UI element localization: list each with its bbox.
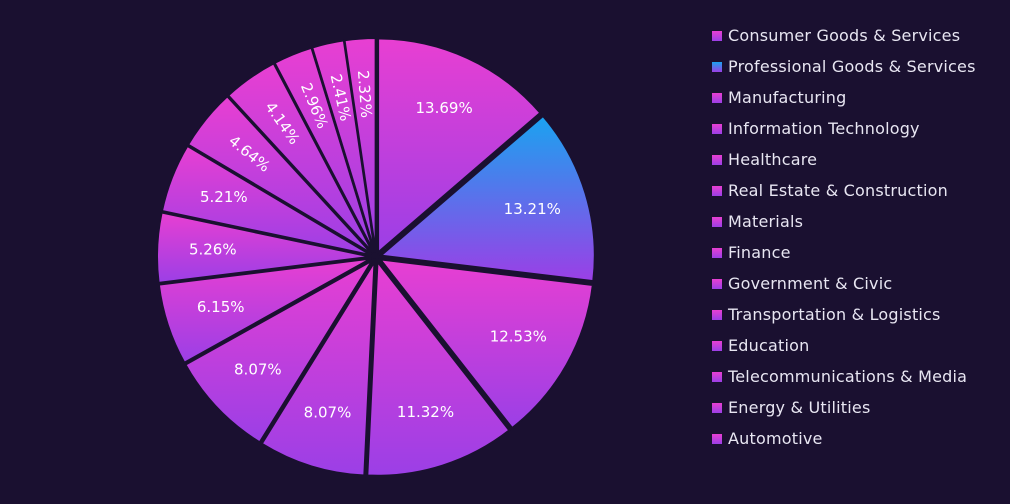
pie-slice[interactable] bbox=[260, 257, 376, 477]
slice-value-label: 12.53% bbox=[490, 328, 547, 346]
legend-swatch bbox=[712, 154, 722, 165]
legend-swatch bbox=[712, 340, 722, 351]
legend-item[interactable]: Automotive bbox=[712, 423, 1002, 454]
slice-value-label: 5.21% bbox=[200, 188, 248, 206]
legend-swatch bbox=[712, 433, 722, 444]
legend-label: Energy & Utilities bbox=[728, 398, 871, 417]
legend-swatch bbox=[712, 402, 722, 413]
legend-item[interactable]: Telecommunications & Media bbox=[712, 361, 1002, 392]
legend-swatch bbox=[712, 371, 722, 382]
slice-value-label: 8.07% bbox=[304, 403, 352, 421]
legend-label: Government & Civic bbox=[728, 274, 893, 293]
slice-value-label: 2.32% bbox=[354, 70, 375, 119]
legend-item[interactable]: Finance bbox=[712, 237, 1002, 268]
legend-item[interactable]: Manufacturing bbox=[712, 82, 1002, 113]
pie-slice[interactable] bbox=[157, 257, 372, 365]
pie-slice[interactable] bbox=[160, 144, 372, 257]
legend-label: Professional Goods & Services bbox=[728, 57, 976, 76]
pie-slice[interactable] bbox=[156, 211, 372, 284]
legend-item[interactable]: Professional Goods & Services bbox=[712, 51, 1002, 82]
legend-swatch bbox=[712, 278, 722, 289]
slice-value-label: 13.21% bbox=[504, 200, 561, 218]
legend-label: Healthcare bbox=[728, 150, 818, 169]
legend-item[interactable]: Information Technology bbox=[712, 113, 1002, 144]
legend-item[interactable]: Consumer Goods & Services bbox=[712, 20, 1002, 51]
pie-slice[interactable] bbox=[343, 37, 377, 253]
legend-swatch bbox=[712, 216, 722, 227]
pie-slice[interactable] bbox=[366, 259, 511, 477]
legend-label: Information Technology bbox=[728, 119, 920, 138]
legend-item[interactable]: Education bbox=[712, 330, 1002, 361]
legend-item[interactable]: Energy & Utilities bbox=[712, 392, 1002, 423]
legend-swatch bbox=[712, 61, 722, 72]
legend-label: Real Estate & Construction bbox=[728, 181, 948, 200]
legend-item[interactable]: Materials bbox=[712, 206, 1002, 237]
pie-slice[interactable] bbox=[378, 258, 594, 430]
pie-slice[interactable] bbox=[226, 62, 375, 254]
legend-swatch bbox=[712, 30, 722, 41]
legend-label: Finance bbox=[728, 243, 791, 262]
pie-slice[interactable] bbox=[377, 37, 542, 255]
slice-value-label: 5.26% bbox=[189, 240, 237, 258]
legend-label: Transportation & Logistics bbox=[728, 305, 941, 324]
legend-swatch bbox=[712, 185, 722, 196]
slice-value-label: 11.32% bbox=[397, 403, 454, 421]
slice-value-label: 13.69% bbox=[416, 99, 473, 117]
legend-swatch bbox=[712, 309, 722, 320]
legend-label: Education bbox=[728, 336, 810, 355]
legend-label: Manufacturing bbox=[728, 88, 847, 107]
legend-swatch bbox=[712, 123, 722, 134]
legend-item[interactable]: Transportation & Logistics bbox=[712, 299, 1002, 330]
legend-item[interactable]: Healthcare bbox=[712, 144, 1002, 175]
slice-value-label: 6.15% bbox=[197, 298, 245, 316]
pie-slices bbox=[156, 37, 596, 477]
pie-slice[interactable] bbox=[378, 114, 596, 283]
legend-item[interactable]: Real Estate & Construction bbox=[712, 175, 1002, 206]
slice-value-label: 8.07% bbox=[234, 360, 282, 378]
legend-label: Telecommunications & Media bbox=[728, 367, 968, 386]
legend-label: Materials bbox=[728, 212, 804, 231]
legend-label: Consumer Goods & Services bbox=[728, 26, 961, 45]
legend-label: Automotive bbox=[728, 429, 823, 448]
legend-item[interactable]: Government & Civic bbox=[712, 268, 1002, 299]
pie-slice[interactable] bbox=[186, 94, 373, 255]
pie-slice[interactable] bbox=[184, 257, 376, 444]
legend: Consumer Goods & Services Professional Go… bbox=[712, 20, 1002, 454]
legend-swatch bbox=[712, 92, 722, 103]
legend-swatch bbox=[712, 247, 722, 258]
